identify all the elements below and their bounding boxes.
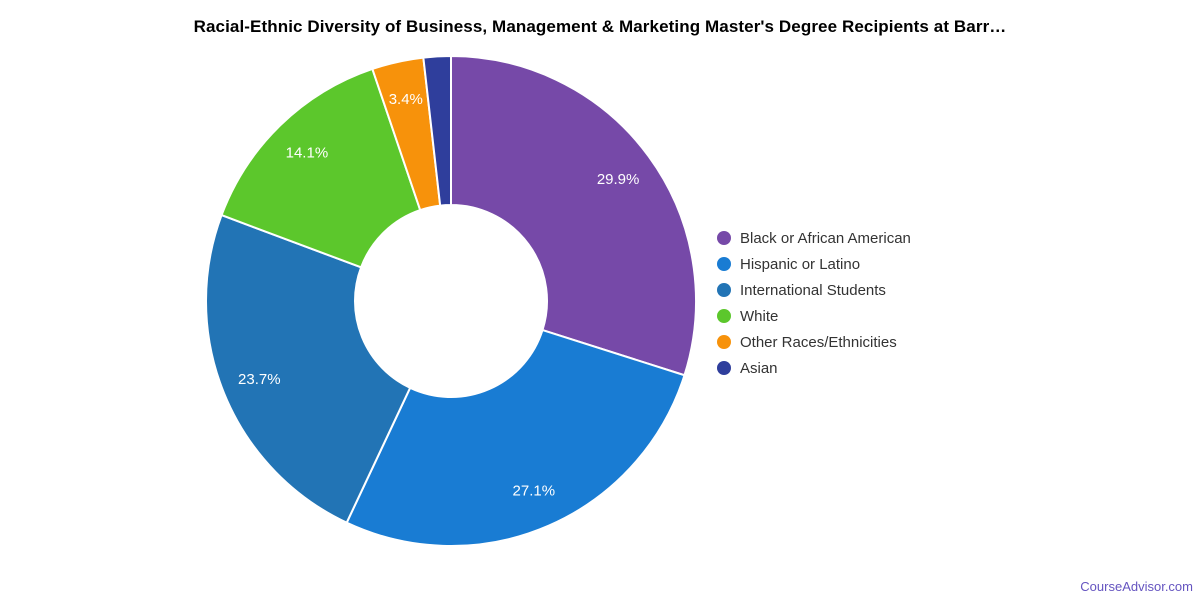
legend-label: International Students — [740, 281, 886, 299]
legend-label: Other Races/Ethnicities — [740, 333, 897, 351]
pie-slice-black-or-african-american[interactable] — [450, 55, 697, 377]
legend-marker-hispanic-or-latino — [717, 257, 731, 271]
legend-label: Hispanic or Latino — [740, 255, 861, 273]
legend-item-other-races-ethnicities[interactable]: Other Races/Ethnicities — [717, 329, 911, 355]
slice-label-hispanic-or-latino: 27.1% — [513, 483, 556, 500]
legend-label: Asian — [740, 359, 778, 377]
legend-label: White — [740, 307, 779, 325]
legend-marker-white — [717, 309, 731, 323]
pie-slice-white[interactable] — [220, 67, 422, 269]
pie-slice-hispanic-or-latino[interactable] — [345, 329, 686, 547]
legend-item-international-students[interactable]: International Students — [717, 277, 911, 303]
pie-slice-asian[interactable] — [422, 55, 452, 207]
legend-item-asian[interactable]: Asian — [717, 355, 911, 381]
chart-title: Racial-Ethnic Diversity of Business, Man… — [193, 17, 1007, 36]
slice-label-white: 14.1% — [286, 144, 329, 161]
chart-legend: Black or African American Hispanic or Lat… — [717, 225, 911, 381]
legend-item-white[interactable]: White — [717, 303, 911, 329]
slice-label-other-races-ethnicities: 3.4% — [389, 91, 423, 108]
legend-marker-international-students — [717, 283, 731, 297]
slice-label-international-students: 23.7% — [238, 371, 281, 388]
legend-label: Black or African American — [740, 229, 911, 247]
legend-item-hispanic-or-latino[interactable]: Hispanic or Latino — [717, 251, 911, 277]
legend-marker-black-or-african-american — [717, 231, 731, 245]
legend-marker-asian — [717, 361, 731, 375]
pie-slice-international-students[interactable] — [205, 214, 412, 524]
courseadvisor-link[interactable]: CourseAdvisor.com — [1080, 579, 1193, 594]
legend-marker-other-races-ethnicities — [717, 335, 731, 349]
legend-item-black-or-african-american[interactable]: Black or African American — [717, 225, 911, 251]
slice-label-black-or-african-american: 29.9% — [597, 171, 640, 188]
